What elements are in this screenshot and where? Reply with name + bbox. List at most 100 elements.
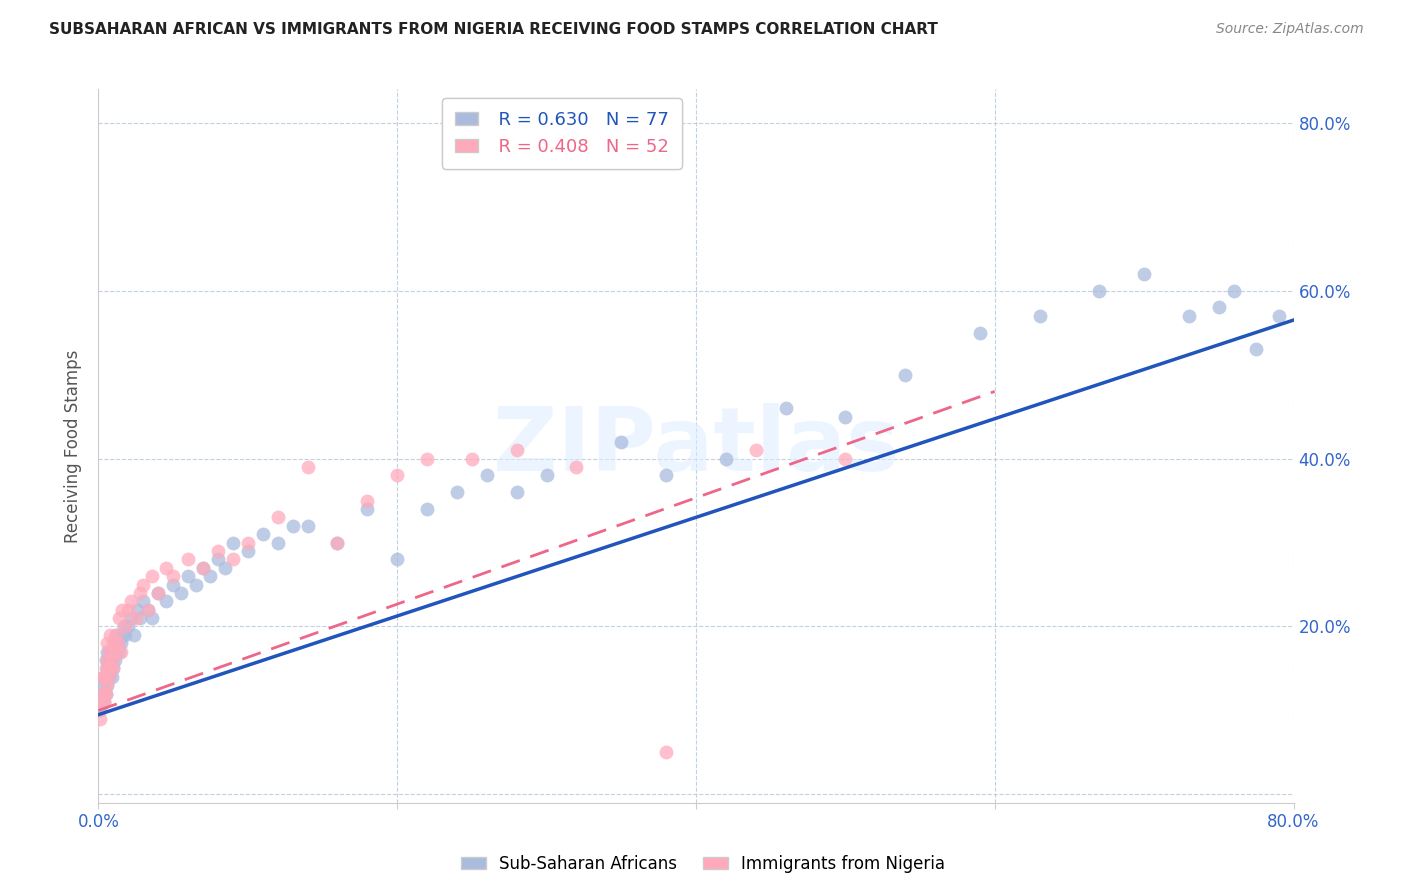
Point xyxy=(89,712,111,726)
Point xyxy=(326,535,349,549)
Point xyxy=(191,560,214,574)
Point xyxy=(506,485,529,500)
Point xyxy=(101,670,124,684)
Point xyxy=(655,468,678,483)
Point xyxy=(101,653,124,667)
Point xyxy=(108,611,131,625)
Text: Source: ZipAtlas.com: Source: ZipAtlas.com xyxy=(1216,22,1364,37)
Point xyxy=(117,603,139,617)
Point xyxy=(94,653,117,667)
Point xyxy=(124,628,146,642)
Point xyxy=(252,527,274,541)
Point xyxy=(155,560,177,574)
Point xyxy=(326,535,349,549)
Point xyxy=(100,661,122,675)
Point xyxy=(94,687,117,701)
Point xyxy=(93,695,115,709)
Point xyxy=(97,653,120,667)
Point xyxy=(207,552,229,566)
Point xyxy=(100,645,122,659)
Point xyxy=(96,678,118,692)
Point xyxy=(93,695,115,709)
Point xyxy=(90,695,112,709)
Point xyxy=(107,636,129,650)
Point xyxy=(110,636,132,650)
Point xyxy=(93,670,115,684)
Point xyxy=(89,703,111,717)
Text: SUBSAHARAN AFRICAN VS IMMIGRANTS FROM NIGERIA RECEIVING FOOD STAMPS CORRELATION : SUBSAHARAN AFRICAN VS IMMIGRANTS FROM NI… xyxy=(49,22,938,37)
Point xyxy=(894,368,917,382)
Point xyxy=(385,552,409,566)
Legend:   R = 0.630   N = 77,   R = 0.408   N = 52: R = 0.630 N = 77, R = 0.408 N = 52 xyxy=(441,98,682,169)
Point xyxy=(104,653,127,667)
Point xyxy=(91,687,114,701)
Point xyxy=(565,460,588,475)
Point xyxy=(356,493,378,508)
Point xyxy=(96,636,118,650)
Point xyxy=(297,518,319,533)
Point xyxy=(108,645,131,659)
Point xyxy=(184,577,207,591)
Point xyxy=(112,619,135,633)
Point xyxy=(96,678,118,692)
Point xyxy=(745,443,768,458)
Point xyxy=(1223,284,1246,298)
Point xyxy=(655,746,678,760)
Point xyxy=(117,619,139,633)
Text: ZIPatlas: ZIPatlas xyxy=(494,402,898,490)
Point xyxy=(834,451,856,466)
Point xyxy=(97,670,120,684)
Point xyxy=(129,611,152,625)
Point xyxy=(536,468,558,483)
Point xyxy=(475,468,498,483)
Point xyxy=(177,569,200,583)
Point xyxy=(297,460,319,475)
Point xyxy=(129,586,152,600)
Point xyxy=(385,468,409,483)
Point xyxy=(610,434,633,449)
Point xyxy=(207,544,229,558)
Point xyxy=(125,611,148,625)
Point xyxy=(162,577,184,591)
Point xyxy=(155,594,177,608)
Point xyxy=(236,535,259,549)
Point xyxy=(100,661,122,675)
Point xyxy=(267,510,290,524)
Legend: Sub-Saharan Africans, Immigrants from Nigeria: Sub-Saharan Africans, Immigrants from Ni… xyxy=(454,848,952,880)
Point xyxy=(103,636,125,650)
Point xyxy=(96,645,118,659)
Point xyxy=(506,443,529,458)
Point xyxy=(105,645,128,659)
Point xyxy=(120,594,142,608)
Point xyxy=(356,502,378,516)
Point xyxy=(148,586,170,600)
Point xyxy=(105,628,128,642)
Point xyxy=(132,577,155,591)
Point xyxy=(214,560,236,574)
Point xyxy=(93,670,115,684)
Point xyxy=(105,628,128,642)
Point xyxy=(834,409,856,424)
Point xyxy=(94,670,117,684)
Point xyxy=(104,636,127,650)
Point xyxy=(236,544,259,558)
Point xyxy=(91,687,114,701)
Point xyxy=(416,502,439,516)
Point xyxy=(191,560,214,574)
Point xyxy=(162,569,184,583)
Point xyxy=(90,695,112,709)
Point xyxy=(103,661,125,675)
Point xyxy=(91,678,114,692)
Point xyxy=(222,535,245,549)
Point xyxy=(120,611,142,625)
Point xyxy=(141,569,163,583)
Point xyxy=(97,645,120,659)
Point xyxy=(714,451,737,466)
Point xyxy=(101,653,124,667)
Point xyxy=(111,628,134,642)
Point xyxy=(1088,284,1111,298)
Point xyxy=(110,645,132,659)
Point xyxy=(148,586,170,600)
Point xyxy=(91,670,114,684)
Point xyxy=(114,619,136,633)
